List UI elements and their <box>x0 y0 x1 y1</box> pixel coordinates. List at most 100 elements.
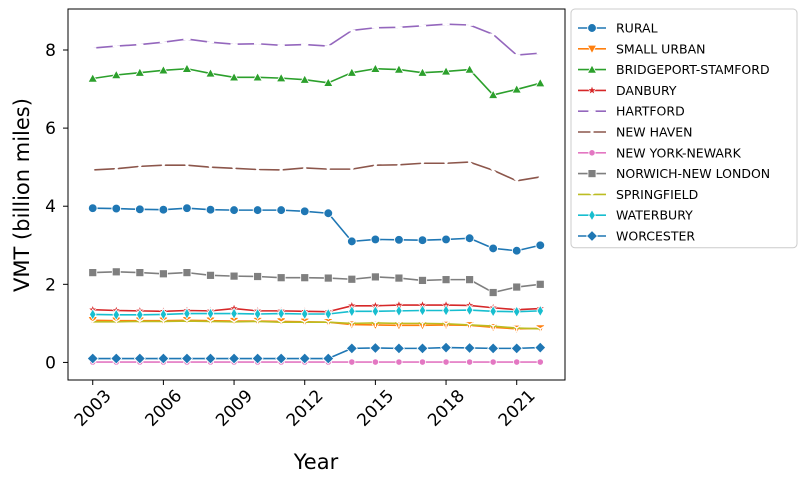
data-point <box>418 304 427 317</box>
data-point <box>300 273 310 283</box>
series-line <box>92 309 541 316</box>
y-tick-label: 6 <box>45 119 56 139</box>
data-point <box>230 40 238 48</box>
data-point <box>536 326 545 333</box>
data-point <box>442 358 450 366</box>
legend-swatch-marker <box>586 84 598 95</box>
data-point <box>418 276 427 285</box>
plot-frame <box>67 8 566 381</box>
data-point <box>395 161 403 168</box>
data-point <box>253 318 262 326</box>
legend-item: SPRINGFIELD <box>578 187 698 202</box>
y-tick-label: 0 <box>45 353 56 373</box>
data-point <box>513 358 521 366</box>
series-danbury <box>87 299 546 317</box>
data-point <box>88 268 98 278</box>
data-point <box>133 352 146 365</box>
data-point <box>418 22 427 30</box>
x-tick-label: 2021 <box>495 386 540 431</box>
series-line <box>92 161 541 182</box>
data-point <box>205 68 216 78</box>
data-point <box>324 319 333 327</box>
data-point <box>277 307 285 320</box>
data-point <box>207 163 214 171</box>
data-point <box>228 71 240 82</box>
data-point <box>230 307 238 320</box>
data-point <box>252 205 263 215</box>
data-point <box>299 206 310 217</box>
data-point <box>298 352 311 365</box>
data-point <box>369 342 382 354</box>
data-point <box>136 40 144 49</box>
data-point <box>465 303 474 317</box>
data-point <box>488 243 499 254</box>
x-tick-label: 2009 <box>212 386 257 431</box>
data-point <box>229 205 239 215</box>
data-point <box>512 305 521 318</box>
data-point <box>371 24 379 32</box>
series-waterbury <box>88 303 545 321</box>
data-point <box>325 165 332 173</box>
data-point <box>157 352 170 365</box>
data-point <box>113 165 120 172</box>
data-point <box>416 342 429 355</box>
legend-item: RURAL <box>578 21 658 36</box>
data-point <box>464 64 475 74</box>
data-point <box>112 42 120 50</box>
data-point <box>395 320 403 328</box>
data-point <box>182 268 192 278</box>
legend-swatch-marker <box>587 23 597 33</box>
data-point <box>206 270 215 280</box>
data-point <box>419 160 426 167</box>
data-point <box>159 308 168 321</box>
legend-item: NEW HAVEN <box>578 125 693 140</box>
data-point <box>206 38 215 46</box>
data-point <box>204 352 217 365</box>
series-new-haven <box>89 158 544 184</box>
data-point <box>111 69 122 79</box>
data-point <box>135 318 144 326</box>
data-point <box>442 160 450 167</box>
data-point <box>347 320 356 328</box>
data-point <box>182 203 192 214</box>
series-worcester <box>86 341 547 365</box>
legend-swatch-marker <box>588 191 596 199</box>
data-point <box>136 163 144 170</box>
series-new-york-newark <box>89 358 544 366</box>
legend-label: NORWICH-NEW LONDON <box>616 166 770 181</box>
data-point <box>465 322 474 329</box>
x-tick-label: 2003 <box>71 386 116 431</box>
data-point <box>534 77 546 88</box>
legend-label: SMALL URBAN <box>616 41 705 56</box>
data-point <box>417 235 428 246</box>
data-point <box>181 63 193 73</box>
data-point <box>158 269 168 279</box>
data-point <box>253 307 262 321</box>
y-tick-label: 8 <box>45 41 56 61</box>
data-point <box>86 352 99 365</box>
data-point <box>348 305 356 318</box>
data-point <box>254 40 262 48</box>
data-point <box>276 273 286 283</box>
legend-label: DANBURY <box>616 83 677 98</box>
data-point <box>463 342 476 354</box>
legend-swatch-marker <box>586 44 598 55</box>
plot-area <box>86 20 547 366</box>
data-point <box>440 341 453 354</box>
data-point <box>322 352 335 365</box>
data-point <box>230 319 238 326</box>
data-point <box>301 40 309 49</box>
data-point <box>183 318 191 326</box>
data-point <box>158 64 169 75</box>
legend-swatch-marker <box>586 64 598 74</box>
series-bridgeport-stamford <box>87 63 546 99</box>
data-point <box>160 162 167 169</box>
legend-label: WORCESTER <box>616 229 695 244</box>
data-point <box>136 308 144 321</box>
legend-swatch-marker <box>588 107 596 115</box>
data-point <box>322 77 334 87</box>
legend-item: HARTFORD <box>578 104 685 119</box>
data-point <box>441 275 451 285</box>
legend-item: BRIDGEPORT-STAMFORD <box>578 62 770 77</box>
